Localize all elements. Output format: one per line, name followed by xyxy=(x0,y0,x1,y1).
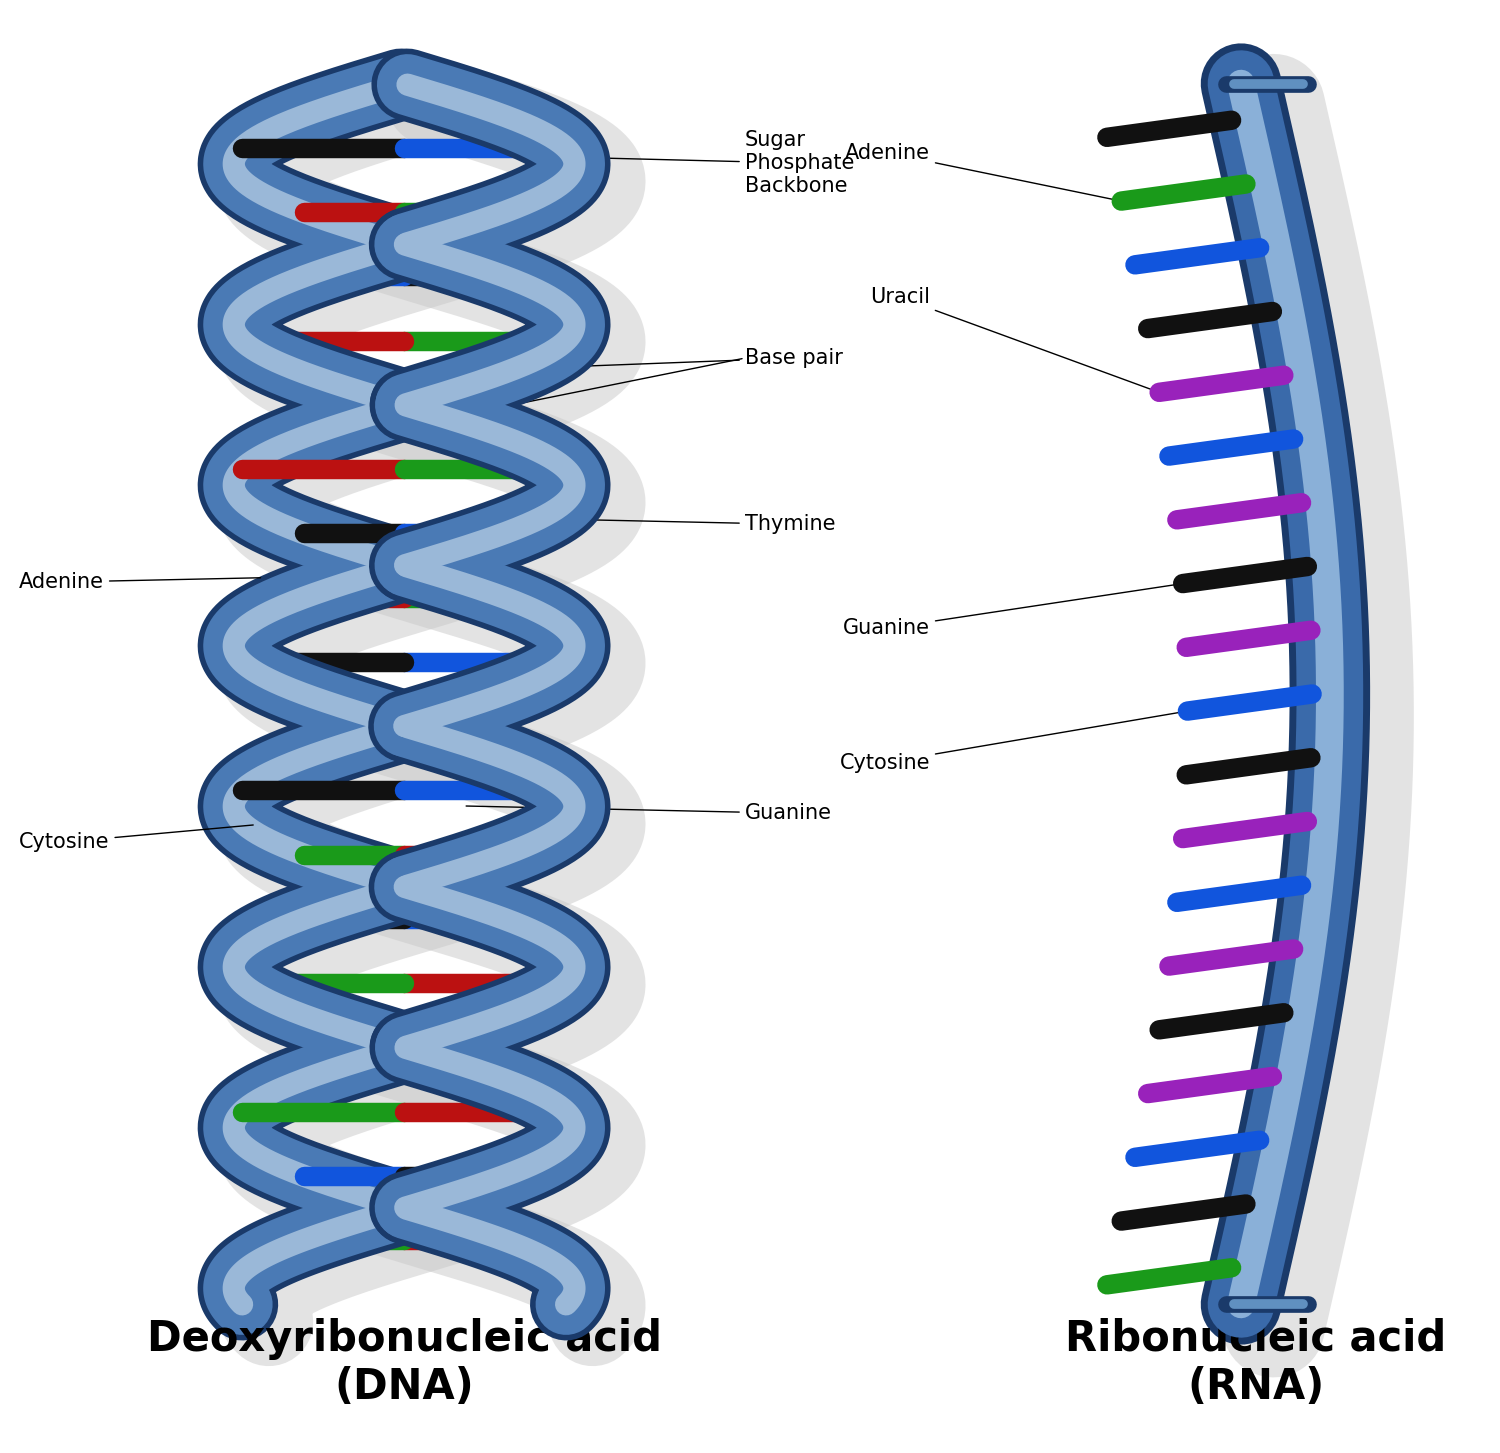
Text: Thymine: Thymine xyxy=(464,514,836,535)
Text: Guanine: Guanine xyxy=(466,804,832,824)
Text: Adenine: Adenine xyxy=(20,572,261,591)
Text: Ribonucleic acid
(RNA): Ribonucleic acid (RNA) xyxy=(1065,1318,1446,1408)
Text: Sugar
Phosphate
Backbone: Sugar Phosphate Backbone xyxy=(518,129,854,196)
Text: Base pair: Base pair xyxy=(419,349,843,372)
Text: Deoxyribonucleic acid
(DNA): Deoxyribonucleic acid (DNA) xyxy=(147,1318,662,1408)
Text: Adenine: Adenine xyxy=(844,142,1119,201)
Text: Cytosine: Cytosine xyxy=(20,825,254,851)
Text: Uracil: Uracil xyxy=(870,288,1156,391)
Text: Cytosine: Cytosine xyxy=(840,712,1185,773)
Text: Guanine: Guanine xyxy=(843,584,1180,638)
